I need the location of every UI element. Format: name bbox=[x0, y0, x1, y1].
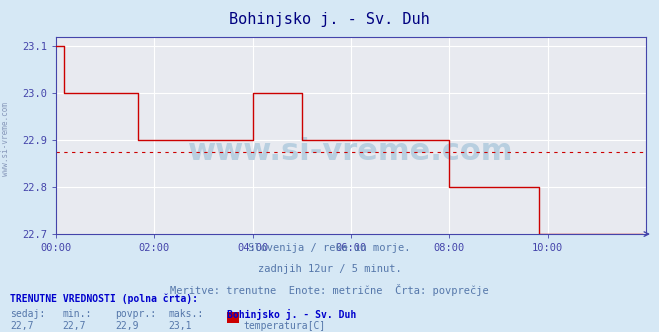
Text: 22,7: 22,7 bbox=[63, 321, 86, 331]
Text: min.:: min.: bbox=[63, 309, 92, 319]
Text: Slovenija / reke in morje.: Slovenija / reke in morje. bbox=[248, 243, 411, 253]
Text: 23,1: 23,1 bbox=[168, 321, 192, 331]
Text: 22,9: 22,9 bbox=[115, 321, 139, 331]
Text: Bohinjsko j. - Sv. Duh: Bohinjsko j. - Sv. Duh bbox=[227, 309, 357, 320]
Text: povpr.:: povpr.: bbox=[115, 309, 156, 319]
Text: temperatura[C]: temperatura[C] bbox=[244, 321, 326, 331]
Text: maks.:: maks.: bbox=[168, 309, 203, 319]
Text: sedaj:: sedaj: bbox=[10, 309, 45, 319]
Text: Meritve: trenutne  Enote: metrične  Črta: povprečje: Meritve: trenutne Enote: metrične Črta: … bbox=[170, 284, 489, 296]
Text: TRENUTNE VREDNOSTI (polna črta):: TRENUTNE VREDNOSTI (polna črta): bbox=[10, 294, 198, 304]
Text: www.si-vreme.com: www.si-vreme.com bbox=[1, 103, 10, 176]
Text: www.si-vreme.com: www.si-vreme.com bbox=[188, 136, 513, 166]
Text: zadnjih 12ur / 5 minut.: zadnjih 12ur / 5 minut. bbox=[258, 264, 401, 274]
Text: Bohinjsko j. - Sv. Duh: Bohinjsko j. - Sv. Duh bbox=[229, 12, 430, 27]
Text: 22,7: 22,7 bbox=[10, 321, 34, 331]
